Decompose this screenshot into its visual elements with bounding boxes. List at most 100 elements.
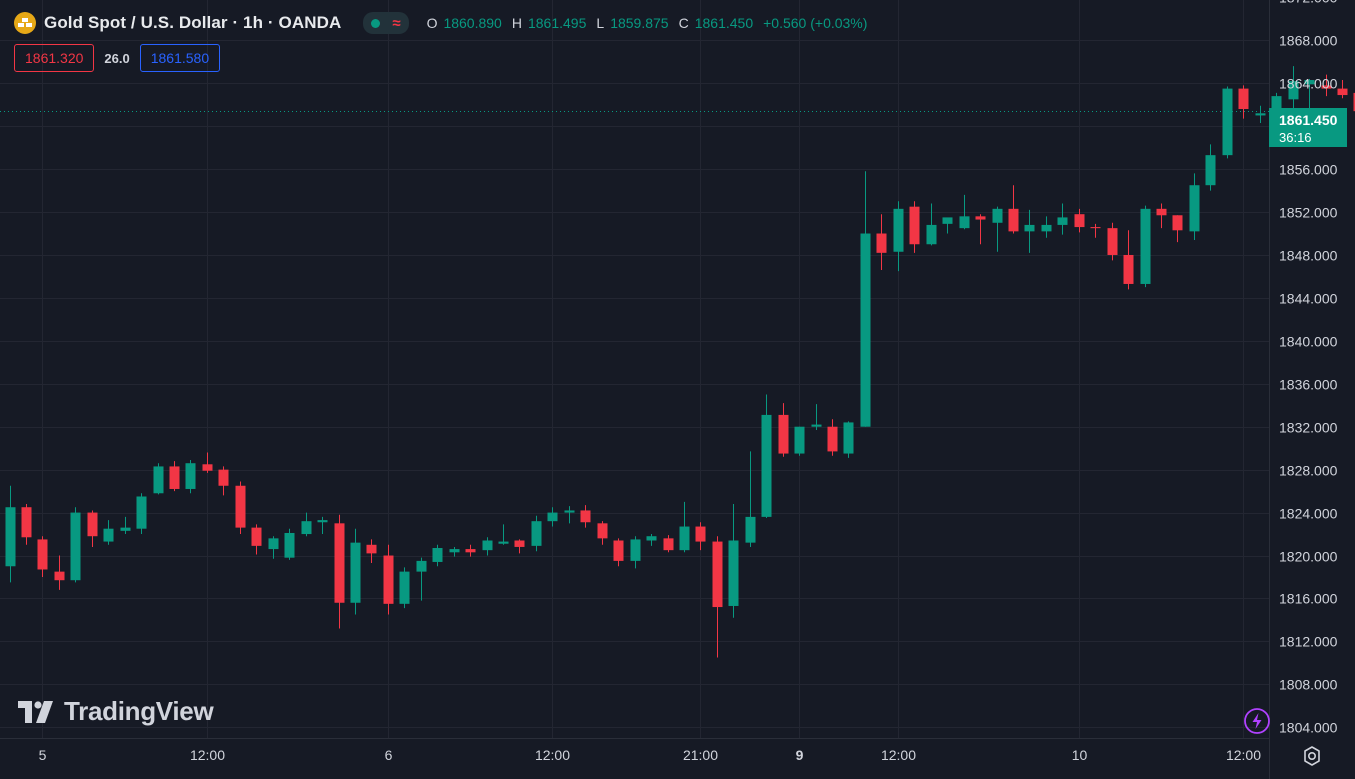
candle — [120, 516, 131, 535]
y-tick-label: 1808.000 — [1279, 677, 1338, 693]
candle — [37, 536, 48, 577]
candle — [1288, 66, 1299, 112]
candle-body — [1271, 96, 1282, 109]
candle-body — [547, 512, 558, 522]
high-value: 1861.495 — [527, 15, 587, 31]
candle — [926, 203, 937, 246]
candle — [366, 539, 377, 564]
candle — [334, 514, 345, 629]
y-tick-label: 1832.000 — [1279, 420, 1338, 436]
candle-body — [37, 539, 48, 570]
y-tick-label: 1856.000 — [1279, 162, 1338, 178]
candle-body — [70, 512, 81, 581]
candle-body — [169, 466, 180, 489]
y-tick-label: 1864.000 — [1279, 76, 1338, 92]
candle — [860, 171, 871, 427]
trade-panel: 1861.320 26.0 1861.580 — [14, 44, 221, 72]
candle-body — [1008, 208, 1019, 232]
candle-body — [679, 526, 690, 551]
candle — [959, 194, 970, 230]
candle-body — [1288, 81, 1299, 100]
low-value: 1859.875 — [610, 15, 669, 31]
y-tick-label: 1824.000 — [1279, 506, 1338, 522]
candle — [564, 506, 575, 524]
candle — [5, 485, 16, 583]
candle-body — [1304, 80, 1315, 85]
candle-body — [120, 527, 131, 531]
candle-body — [1074, 214, 1085, 228]
candle — [185, 459, 196, 494]
candle-body — [449, 549, 460, 553]
candle — [136, 493, 147, 535]
sell-button[interactable]: 1861.320 — [14, 44, 95, 72]
candle — [301, 512, 312, 537]
y-tick-label: 1852.000 — [1279, 205, 1338, 221]
low-label: L — [596, 15, 605, 31]
candle — [646, 534, 657, 546]
buy-button[interactable]: 1861.580 — [139, 44, 221, 72]
x-tick-label: 12:00 — [190, 747, 225, 763]
candle-body — [992, 208, 1003, 223]
candle-body — [1238, 88, 1249, 109]
lightning-icon[interactable] — [1243, 707, 1271, 735]
candle — [909, 201, 920, 253]
grid-lines — [0, 0, 1269, 738]
candle — [778, 403, 789, 457]
candle-body — [465, 549, 476, 553]
candle-body — [745, 516, 756, 543]
symbol-title[interactable]: Gold Spot / U.S. Dollar · 1h · OANDA — [44, 13, 342, 32]
candle-body — [54, 571, 65, 581]
candle-body — [1172, 215, 1183, 231]
time-scale[interactable]: 5 12:00 6 12:00 21:00 9 12:00 10 12:00 — [39, 747, 1262, 763]
open-value: 1860.890 — [443, 15, 502, 31]
candle-body — [728, 540, 739, 606]
candle-body — [5, 507, 16, 567]
candle — [663, 535, 674, 553]
candle — [169, 461, 180, 492]
x-tick-label: 12:00 — [881, 747, 916, 763]
candle — [399, 567, 410, 609]
candle — [268, 536, 279, 559]
candle — [350, 528, 361, 615]
candle — [695, 522, 706, 551]
y-tick-label: 1812.000 — [1279, 634, 1338, 650]
ohlc-values: O 1860.890 H 1861.495 L 1859.875 C 1861.450 … — [427, 15, 868, 31]
candle — [613, 538, 624, 567]
last-price-value: 1861.450 — [1279, 112, 1338, 128]
candle-body — [416, 560, 427, 572]
bar-countdown: 36:16 — [1279, 130, 1312, 145]
candle — [728, 504, 739, 618]
candle-body — [630, 539, 641, 561]
candle-body — [959, 216, 970, 229]
candle — [218, 466, 229, 496]
candle-body — [301, 521, 312, 535]
candle-body — [843, 422, 854, 454]
gear-icon[interactable] — [1300, 744, 1324, 768]
candle — [893, 201, 904, 272]
candle-body — [909, 206, 920, 245]
candle-body — [153, 466, 164, 494]
candle-body — [1057, 217, 1068, 225]
tradingview-logo[interactable]: TradingView — [18, 696, 214, 727]
candle-body — [613, 540, 624, 561]
close-value: 1861.450 — [694, 15, 754, 31]
candle-body — [531, 521, 542, 546]
x-tick-label: 10 — [1072, 747, 1088, 763]
candle-body — [1024, 224, 1035, 232]
candle-body — [1353, 92, 1355, 112]
candle — [1008, 185, 1019, 234]
candle-body — [646, 536, 657, 541]
candle — [630, 536, 641, 569]
candle — [432, 544, 443, 567]
close-label: C — [678, 15, 689, 31]
candle — [1337, 80, 1348, 99]
candle — [1107, 222, 1118, 261]
candle — [843, 421, 854, 458]
y-tick-label: 1848.000 — [1279, 248, 1338, 264]
market-status-pill[interactable]: ≈ — [363, 12, 409, 34]
y-tick-label: 1836.000 — [1279, 377, 1338, 393]
gold-bars-icon[interactable] — [14, 12, 36, 34]
candle — [235, 481, 246, 535]
candle — [153, 463, 164, 495]
